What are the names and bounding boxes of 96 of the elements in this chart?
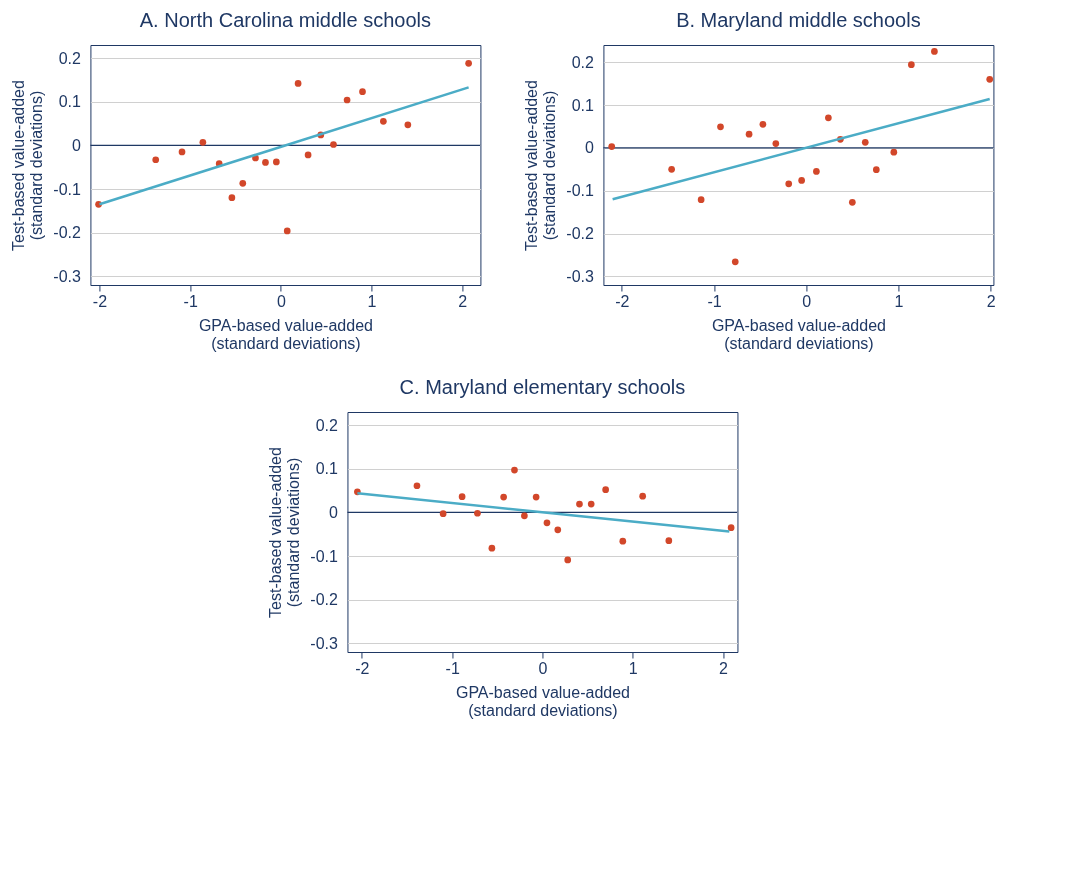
y-tick-label: 0.2: [315, 416, 339, 434]
point: [717, 123, 724, 131]
point: [576, 500, 583, 508]
point: [543, 519, 551, 527]
point: [608, 143, 616, 150]
y-tick-label: -0.2: [566, 225, 594, 243]
point: [283, 227, 291, 235]
x-tick-label: -1: [183, 292, 198, 310]
point: [639, 492, 647, 500]
point: [239, 179, 247, 187]
point: [861, 138, 869, 146]
x-axis-title: GPA-based value-added (standard deviations): [711, 316, 886, 352]
point: [665, 537, 673, 545]
point: [488, 544, 496, 552]
x-tick-label: -2: [355, 659, 370, 677]
point: [798, 177, 805, 184]
point: [554, 526, 562, 534]
point: [668, 165, 675, 173]
point: [199, 138, 207, 146]
point: [413, 482, 421, 490]
point: [785, 180, 793, 188]
x-tick-label: 2: [986, 292, 996, 310]
x-tick-label: 1: [628, 659, 638, 677]
point: [727, 524, 735, 531]
point: [228, 194, 236, 202]
y-tick-label: 0: [72, 136, 81, 154]
x-tick-label: 1: [894, 292, 904, 310]
point: [872, 166, 880, 174]
x-tick-label: -2: [92, 292, 108, 310]
point: [474, 509, 481, 517]
y-tick-label: 0.1: [58, 93, 81, 111]
x-axis-title: GPA-based value-added (standard deviations): [198, 316, 373, 352]
point: [908, 61, 915, 69]
x-tick-label: -1: [707, 292, 722, 310]
point: [745, 130, 753, 138]
x-tick-label: 1: [367, 292, 377, 310]
point: [813, 168, 820, 175]
y-tick-label: -0.2: [310, 591, 339, 609]
point: [825, 114, 832, 122]
point: [986, 75, 994, 83]
point: [359, 88, 366, 96]
point: [272, 158, 280, 166]
point: [380, 118, 387, 125]
x-tick-label: -1: [445, 659, 460, 677]
point: [697, 196, 705, 204]
chart-title: B. Maryland middle schools: [676, 9, 921, 31]
point: [931, 48, 938, 55]
point: [564, 556, 572, 564]
point: [890, 148, 898, 156]
y-tick-label: 0.2: [571, 53, 594, 71]
y-tick-label: 0: [329, 503, 339, 521]
point: [330, 141, 337, 148]
point: [759, 120, 767, 128]
point: [465, 59, 472, 67]
point: [439, 510, 447, 518]
x-tick-label: 2: [458, 292, 468, 310]
point: [152, 156, 160, 164]
point: [619, 537, 627, 545]
point: [511, 466, 518, 474]
x-tick-label: 0: [802, 292, 812, 310]
y-tick-label: 0.1: [571, 96, 594, 114]
y-tick-label: -0.1: [53, 180, 81, 198]
point: [178, 148, 186, 156]
y-tick-label: -0.1: [566, 182, 594, 200]
x-tick-label: -2: [615, 292, 630, 310]
y-axis-title: Test-based value-added (standard deviations): [267, 447, 303, 618]
point: [848, 198, 856, 206]
point: [304, 151, 312, 159]
point: [500, 493, 507, 501]
point: [731, 258, 739, 266]
point: [404, 121, 412, 129]
y-axis-title: Test-based value-added (standard deviations): [523, 80, 559, 251]
y-tick-label: -0.3: [53, 267, 81, 285]
x-tick-label: 0: [276, 292, 286, 310]
x-tick-label: 0: [538, 659, 548, 677]
point: [772, 140, 780, 147]
point: [458, 493, 466, 500]
chart-title: A. North Carolina middle schools: [139, 9, 432, 31]
point: [262, 159, 269, 166]
point: [521, 512, 528, 520]
y-tick-label: -0.1: [310, 547, 339, 565]
y-axis-title: Test-based value-added (standard deviations): [10, 80, 46, 251]
y-tick-label: 0: [585, 139, 594, 157]
point: [294, 80, 302, 87]
point: [532, 493, 540, 501]
point: [587, 500, 595, 508]
y-tick-label: -0.2: [53, 224, 81, 242]
y-tick-label: 0.2: [58, 49, 81, 67]
chart-title: C. Maryland elementary schools: [399, 376, 686, 398]
point: [343, 96, 351, 104]
x-tick-label: 2: [719, 659, 729, 677]
y-tick-label: -0.3: [310, 634, 339, 652]
x-axis-title: GPA-based value-added (standard deviations): [455, 683, 630, 719]
y-tick-label: -0.3: [566, 267, 594, 285]
y-tick-label: 0.1: [315, 460, 339, 478]
point: [602, 486, 609, 494]
